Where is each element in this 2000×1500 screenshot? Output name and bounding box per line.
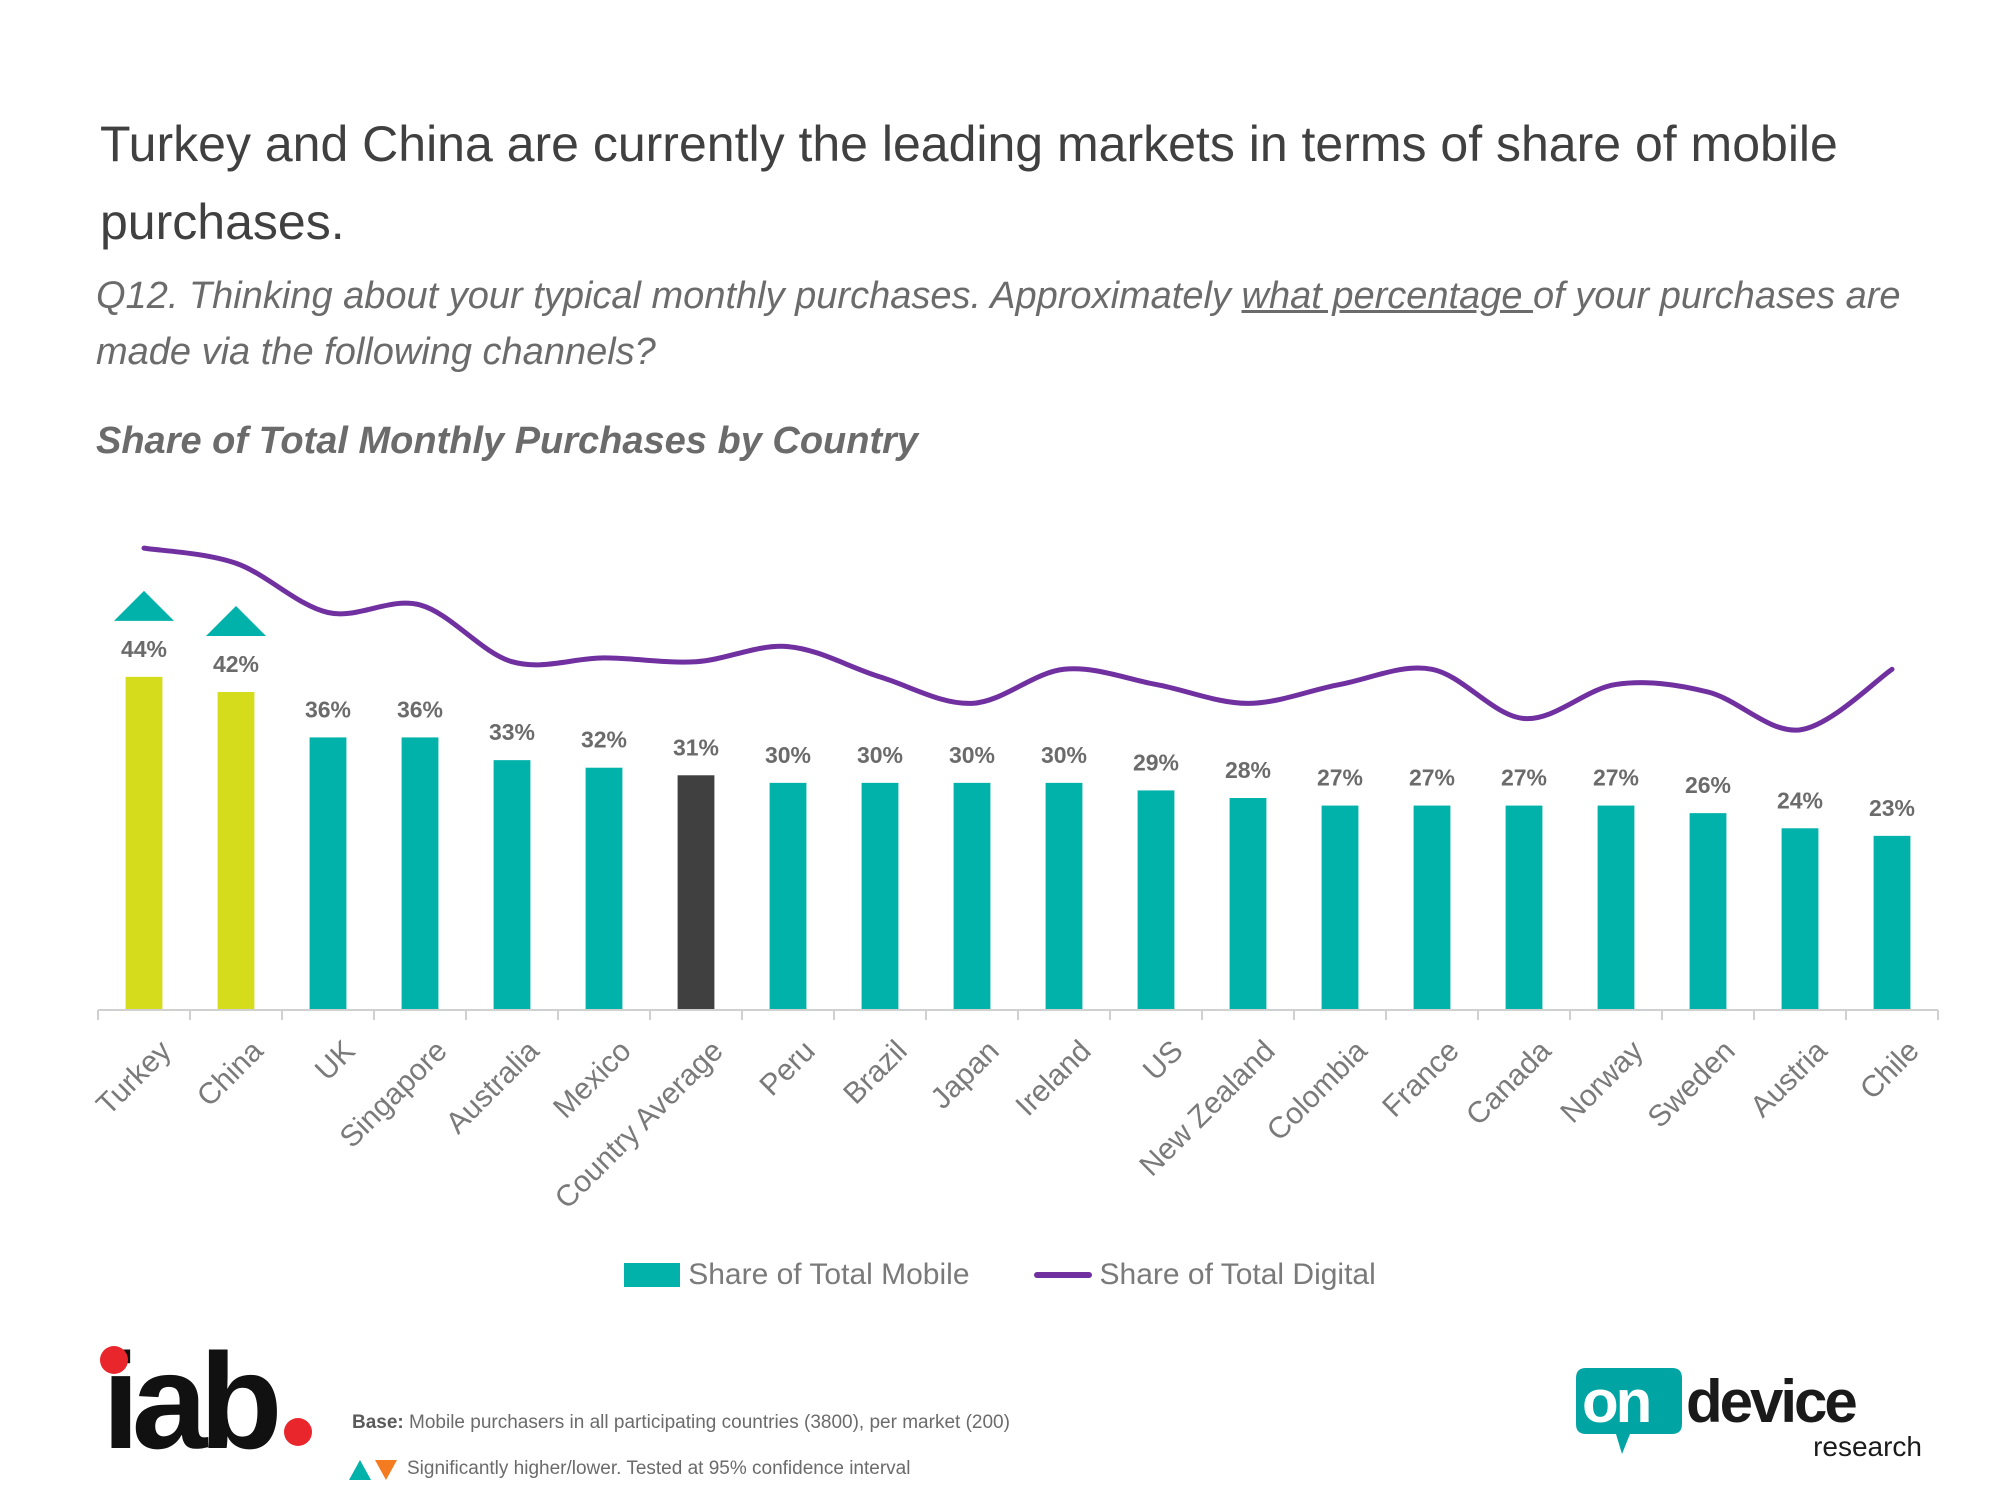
bar-us [1137,790,1175,1010]
ondevice-logo: on device research [1576,1368,1922,1462]
base-text: Mobile purchasers in all participating c… [409,1412,1010,1433]
x-tick-label-chile: Chile [1854,1034,1926,1106]
data-label-ireland: 30% [1041,742,1087,768]
data-label-japan: 30% [949,742,995,768]
line-share-of-total-digital [141,545,1895,733]
x-tick-label-canada: Canada [1460,1034,1558,1132]
survey-question: Q12. Thinking about your typical monthly… [96,268,1916,380]
bar-country-average [677,775,715,1010]
base-label: Base: [352,1412,404,1433]
ondevice-speech-bubble [1576,1368,1682,1454]
data-label-peru: 30% [765,742,811,768]
data-label-colombia: 27% [1317,765,1363,791]
bar-new-zealand [1229,798,1267,1010]
bar-chile [1873,835,1911,1010]
down-triangle-icon [375,1460,397,1480]
significance-text: Significantly higher/lower. Tested at 95… [407,1458,911,1479]
bar-austria [1781,828,1819,1010]
iab-logo: iab [100,1340,312,1458]
x-tick-label-ireland: Ireland [1009,1034,1097,1122]
legend-item-mobile: Share of Total Mobile [624,1258,970,1292]
chart-title: Share of Total Monthly Purchases by Coun… [96,420,919,462]
bar-australia [493,760,531,1010]
ondevice-logo-research: research [1813,1431,1922,1462]
x-tick-label-turkey: Turkey [90,1034,177,1121]
bar-japan [953,782,991,1010]
data-label-new-zealand: 28% [1225,757,1271,783]
significance-footnote: Significantly higher/lower. Tested at 95… [347,1456,910,1482]
bar-turkey [125,676,163,1010]
data-label-mexico: 32% [581,727,627,753]
data-labels-layer: 44% 42% 36% 36% 33% 32% 31% 30% 30% 30% 30% 29% 28% 2… [121,636,1915,821]
legend-swatch-line [1033,1272,1092,1278]
significance-marker-china [206,606,266,636]
significance-legend-icons [349,1460,397,1480]
data-label-chile: 23% [1869,795,1915,821]
data-label-austria: 24% [1777,787,1823,813]
bar-line-chart: 44% 42% 36% 36% 33% 32% 31% 30% 30% 30% 30% 29% 28% 2… [90,545,1939,1215]
iab-logo-dot-top [100,1346,128,1374]
iab-logo-dot-bottom [284,1418,312,1446]
data-label-brazil: 30% [857,742,903,768]
ondevice-logo-device: device [1686,1368,1856,1435]
bar-france [1413,805,1451,1010]
x-tick-label-australia: Australia [440,1034,546,1140]
bar-singapore [401,737,439,1010]
data-label-france: 27% [1409,765,1455,791]
iab-logo-text: iab [102,1340,277,1458]
page-headline: Turkey and China are currently the leadi… [100,116,1838,250]
line-layer [141,545,1895,733]
bar-canada [1505,805,1543,1010]
x-tick-label-sweden: Sweden [1642,1034,1742,1134]
data-label-norway: 27% [1593,765,1639,791]
data-label-china: 42% [213,651,259,677]
x-tick-label-austria: Austria [1744,1034,1834,1124]
legend-swatch-bar [624,1263,681,1287]
x-tick-label-mexico: Mexico [547,1034,638,1125]
legend-label-digital: Share of Total Digital [1099,1258,1376,1291]
bar-colombia [1321,805,1359,1010]
bar-peru [769,782,807,1010]
data-label-country-average: 31% [673,734,719,760]
x-tick-label-brazil: Brazil [837,1034,913,1110]
x-tick-label-peru: Peru [754,1034,822,1102]
x-tick-label-france: France [1376,1034,1465,1123]
data-label-turkey: 44% [121,636,167,662]
bar-ireland [1045,782,1083,1010]
question-underlined: what percentage [1241,275,1534,317]
significance-markers-layer [114,590,266,636]
up-triangle-icon [349,1460,371,1480]
x-tick-label-norway: Norway [1554,1034,1649,1129]
base-footnote: Base: Mobile purchasers in all participa… [352,1412,1010,1434]
chart-legend: Share of Total Mobile Share of Total Dig… [0,1258,2000,1292]
bar-norway [1597,805,1635,1010]
bar-uk [309,737,347,1010]
x-tick-label-us: US [1137,1034,1190,1087]
ondevice-logo-on: on [1582,1368,1649,1435]
data-label-us: 29% [1133,749,1179,775]
x-tick-label-japan: Japan [925,1034,1006,1115]
data-label-australia: 33% [489,719,535,745]
bars-layer [125,676,1911,1010]
x-tick-label-colombia: Colombia [1261,1034,1374,1147]
x-tick-label-uk: UK [309,1034,362,1087]
x-tick-label-country-average: Country Average [549,1034,730,1215]
bar-china [217,692,255,1010]
bar-brazil [861,782,899,1010]
bar-mexico [585,767,623,1010]
legend-item-digital: Share of Total Digital [1033,1258,1376,1292]
bar-sweden [1689,813,1727,1010]
data-label-sweden: 26% [1685,772,1731,798]
data-label-uk: 36% [305,696,351,722]
question-prefix: Q12. Thinking about your typical monthly… [96,275,1242,317]
data-label-canada: 27% [1501,765,1547,791]
legend-label-mobile: Share of Total Mobile [688,1258,970,1291]
question-suffix: of your purchases are made via the follo… [96,275,1901,373]
x-tick-label-china: China [191,1034,270,1113]
significance-marker-turkey [114,590,174,621]
data-label-singapore: 36% [397,696,443,722]
